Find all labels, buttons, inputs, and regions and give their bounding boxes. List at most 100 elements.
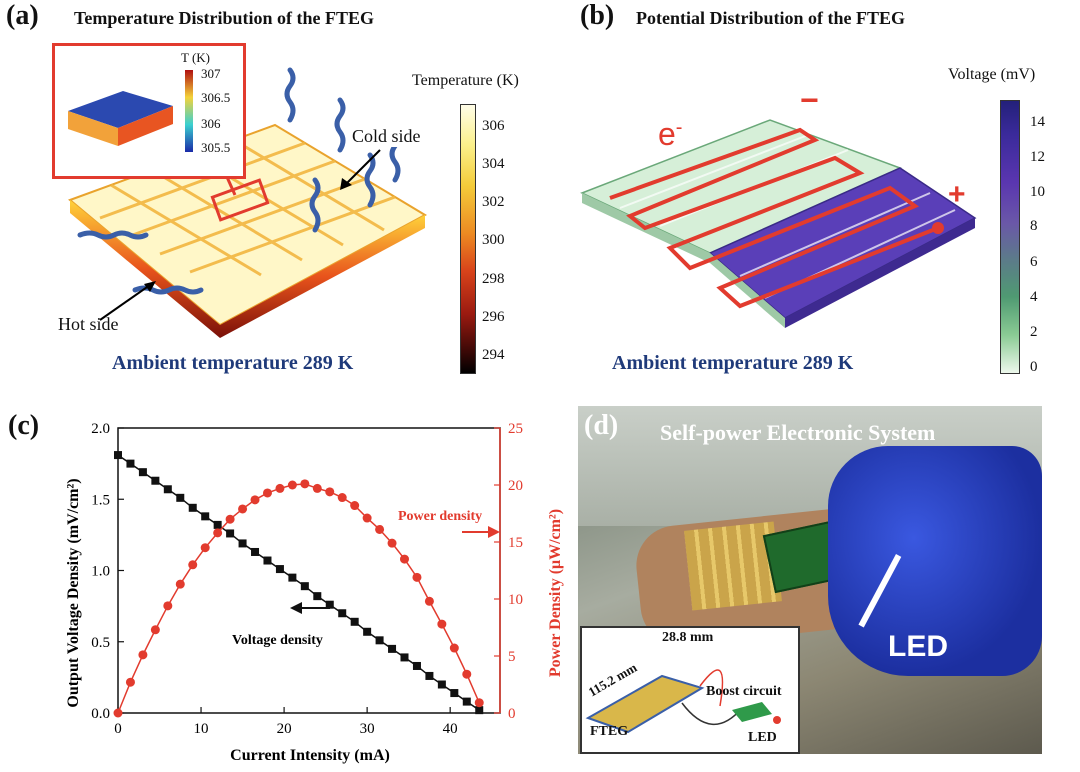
panel-b-ambient: Ambient temperature 289 K — [612, 352, 854, 374]
power-density-point — [163, 601, 173, 611]
power-arrow-head — [488, 526, 500, 538]
blue-glove — [828, 446, 1042, 676]
power-density-point — [449, 643, 459, 653]
power-density-point — [262, 488, 272, 498]
plus-sign: + — [948, 178, 966, 211]
voltage-density-point — [226, 529, 235, 538]
inset-tick-1: 306.5 — [201, 90, 231, 105]
temperature-inset: T (K) 307 306.5 306 305.5 — [52, 43, 246, 179]
panel-a-ambient: Ambient temperature 289 K — [112, 352, 354, 374]
schematic-drawing — [585, 669, 781, 734]
voltage-density-point — [462, 697, 471, 706]
voltage-density-annotation: Voltage density — [232, 633, 323, 648]
x-tick-label: 0 — [114, 721, 122, 737]
electron-label: e- — [658, 116, 682, 153]
inset-tick-3: 305.5 — [201, 140, 231, 155]
temp-tick-306: 306 — [482, 118, 505, 134]
iv-power-chart: Current Intensity (mA) Output Voltage De… — [65, 421, 564, 764]
voltage-density-point — [151, 476, 160, 485]
voltage-density-point — [201, 512, 210, 521]
inset-tick-2: 306 — [201, 116, 221, 131]
voltage-density-point — [163, 485, 172, 494]
y2-axis-label: Power Density (μW/cm²) — [547, 509, 564, 677]
power-density-point — [474, 698, 484, 708]
inset-colorbar — [185, 70, 193, 152]
power-density-point — [375, 524, 385, 534]
y2-tick-label: 20 — [508, 478, 523, 494]
temperature-colorbar — [460, 104, 476, 374]
inset-fteg-label: FTEG — [590, 724, 629, 739]
voltage-density-point — [350, 617, 359, 626]
power-density-point — [238, 504, 248, 514]
voltage-density-point — [338, 609, 347, 618]
inset-block-render — [68, 91, 173, 146]
y2-tick-label: 25 — [508, 421, 523, 437]
voltage-density-point — [363, 627, 372, 636]
temp-tick-300: 300 — [482, 232, 505, 248]
panel-a-letter: (a) — [6, 0, 39, 31]
led-label: LED — [888, 630, 948, 663]
temp-tick-304: 304 — [482, 156, 505, 172]
voltage-density-point — [412, 661, 421, 670]
voltage-density-point — [114, 451, 122, 460]
power-density-annotation: Power density — [398, 509, 482, 524]
power-density-point — [213, 528, 223, 538]
power-density-point — [287, 480, 297, 490]
volt-tick-12: 12 — [1030, 149, 1045, 165]
panel-a-title: Temperature Distribution of the FTEG — [74, 8, 374, 28]
electron-e: e — [658, 116, 676, 152]
power-density-point — [113, 708, 123, 718]
temp-tick-296: 296 — [482, 309, 505, 325]
power-density-point — [350, 501, 360, 511]
panel-b-letter: (b) — [580, 0, 615, 31]
current-path-start — [932, 222, 944, 234]
power-density-point — [138, 650, 148, 660]
volt-tick-0: 0 — [1030, 359, 1038, 375]
y-tick-label: 1.5 — [91, 492, 110, 508]
panel-d-letter: (d) — [584, 410, 619, 441]
voltage-density-point — [263, 556, 272, 565]
system-schematic-inset: 115.2 mm 28.8 mm Boost circuit FTEG LED — [580, 626, 800, 754]
voltage-density-point — [176, 493, 185, 502]
power-density-point — [312, 483, 322, 493]
power-density-point — [412, 572, 422, 582]
voltage-density-point — [437, 680, 446, 689]
hot-side-label: Hot side — [58, 314, 119, 334]
temp-tick-298: 298 — [482, 271, 505, 287]
power-density-point — [250, 495, 260, 505]
y-tick-label: 2.0 — [91, 421, 110, 437]
x-tick-label: 10 — [194, 721, 209, 737]
voltage-colorbar-title: Voltage (mV) — [948, 66, 1036, 83]
volt-tick-8: 8 — [1030, 218, 1038, 234]
electron-sup: - — [675, 116, 683, 139]
inset-dim-width: 28.8 mm — [662, 630, 714, 645]
panel-b-title: Potential Distribution of the FTEG — [636, 8, 905, 28]
fteg-potential-render — [580, 119, 977, 328]
volt-tick-2: 2 — [1030, 324, 1038, 340]
x-axis-label: Current Intensity (mA) — [230, 747, 390, 764]
voltage-colorbar — [1000, 100, 1020, 374]
y2-tick-label: 0 — [508, 706, 516, 722]
power-density-point — [275, 483, 285, 493]
power-density-point — [400, 554, 409, 564]
voltage-density-point — [300, 582, 309, 591]
plot-frame — [117, 427, 501, 714]
voltage-density-point — [388, 644, 397, 653]
volt-tick-6: 6 — [1030, 254, 1038, 270]
temp-tick-302: 302 — [482, 194, 505, 210]
inset-boost-label: Boost circuit — [706, 684, 782, 699]
voltage-density-point — [251, 547, 260, 556]
power-density-point — [188, 560, 198, 570]
y-tick-label: 1.0 — [91, 564, 110, 580]
y2-tick-label: 15 — [508, 535, 523, 551]
power-density-point — [125, 677, 135, 687]
voltage-density-point — [313, 592, 322, 601]
power-density-point — [150, 625, 160, 635]
power-density-point — [225, 514, 235, 524]
voltage-density-point — [475, 706, 484, 715]
volt-tick-4: 4 — [1030, 289, 1038, 305]
voltage-density-point — [425, 671, 434, 680]
temperature-colorbar-title: Temperature (K) — [412, 72, 519, 89]
y-tick-label: 0.5 — [91, 635, 110, 651]
voltage-density-point — [375, 636, 384, 645]
